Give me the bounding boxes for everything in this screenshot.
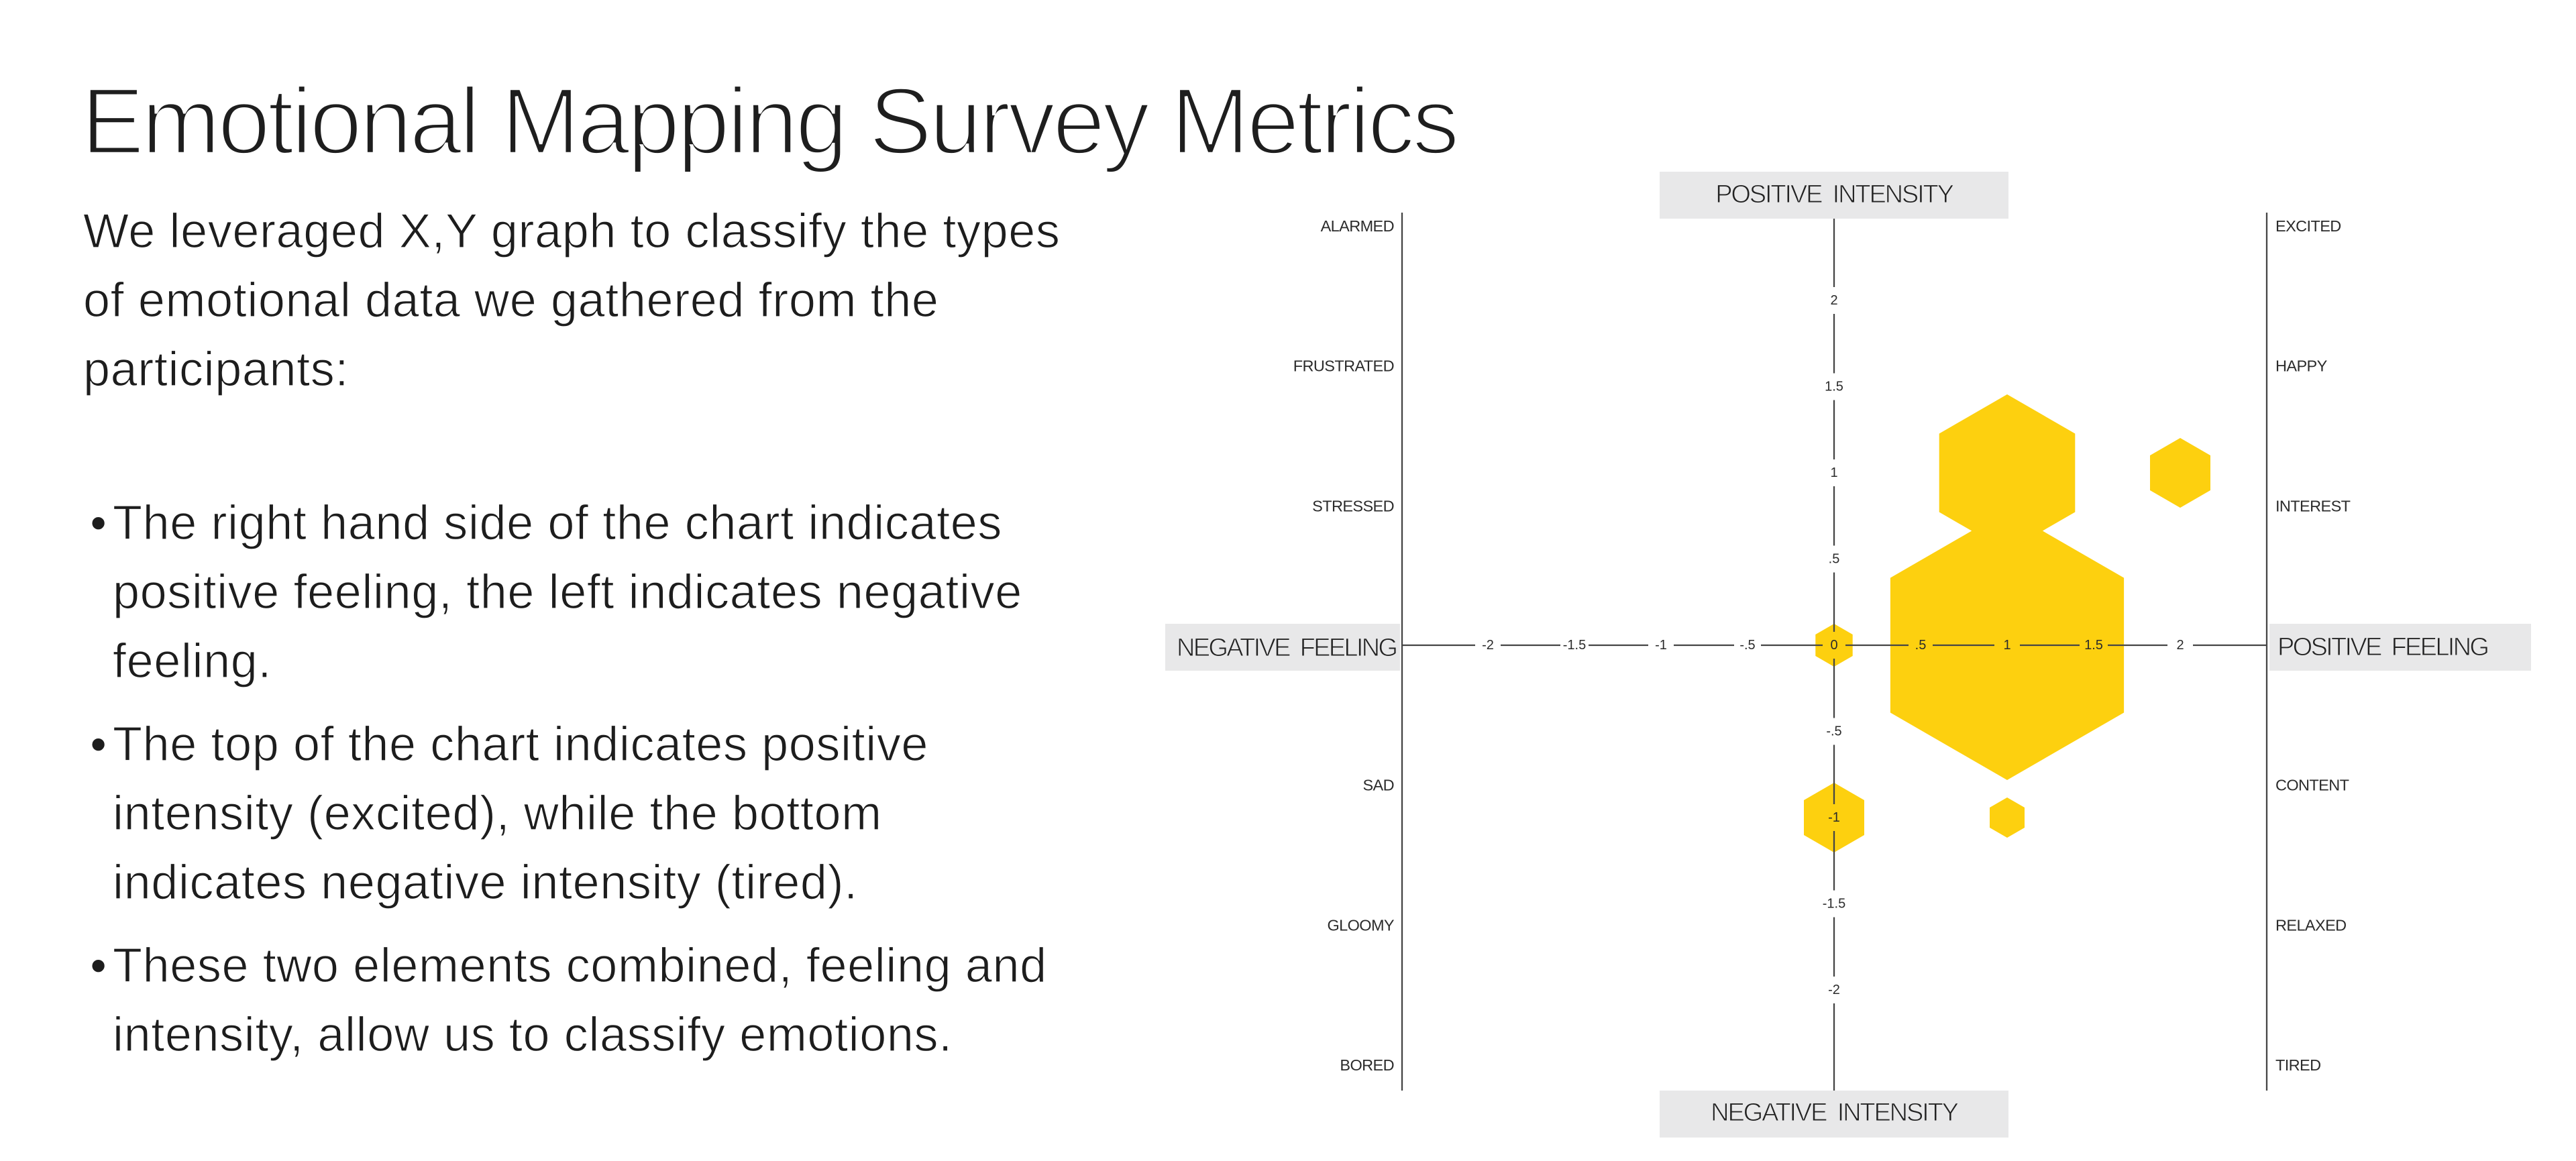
svg-text:.5: .5 — [1829, 552, 1840, 567]
svg-text:INTEREST: INTEREST — [2275, 497, 2351, 514]
svg-text:TIRED: TIRED — [2275, 1056, 2321, 1074]
svg-text:FRUSTRATED: FRUSTRATED — [1293, 357, 1394, 375]
svg-text:-1: -1 — [1828, 810, 1840, 825]
svg-text:-.5: -.5 — [1826, 724, 1841, 739]
svg-text:POSITIVE FEELING: POSITIVE FEELING — [2277, 633, 2487, 661]
svg-text:1: 1 — [2003, 638, 2010, 653]
svg-text:-1: -1 — [1655, 638, 1667, 653]
svg-text:-.5: -.5 — [1739, 638, 1755, 653]
svg-text:1: 1 — [1830, 465, 1837, 480]
svg-text:RELAXED: RELAXED — [2275, 916, 2347, 934]
svg-text:STRESSED: STRESSED — [1312, 497, 1394, 514]
svg-text:NEGATIVE FEELING: NEGATIVE FEELING — [1177, 634, 1396, 662]
svg-text:2: 2 — [2176, 638, 2184, 653]
svg-text:SAD: SAD — [1362, 777, 1394, 794]
svg-text:-1.5: -1.5 — [1563, 638, 1586, 653]
svg-text:.5: .5 — [1915, 638, 1927, 653]
svg-text:NEGATIVE INTENSITY: NEGATIVE INTENSITY — [1711, 1099, 1958, 1127]
svg-text:-2: -2 — [1828, 983, 1840, 997]
svg-text:1.5: 1.5 — [2084, 638, 2103, 653]
svg-text:ALARMED: ALARMED — [1321, 217, 1394, 235]
svg-text:0: 0 — [1830, 638, 1837, 653]
svg-text:EXCITED: EXCITED — [2275, 217, 2341, 235]
svg-text:HAPPY: HAPPY — [2275, 357, 2328, 375]
svg-text:1.5: 1.5 — [1825, 380, 1843, 394]
svg-text:2: 2 — [1830, 293, 1837, 308]
svg-text:-1.5: -1.5 — [1823, 897, 1845, 911]
svg-text:POSITIVE INTENSITY: POSITIVE INTENSITY — [1715, 180, 1953, 209]
svg-text:CONTENT: CONTENT — [2275, 777, 2349, 794]
svg-text:-2: -2 — [1482, 638, 1494, 653]
svg-text:BORED: BORED — [1340, 1056, 1394, 1074]
svg-text:GLOOMY: GLOOMY — [1327, 916, 1394, 934]
